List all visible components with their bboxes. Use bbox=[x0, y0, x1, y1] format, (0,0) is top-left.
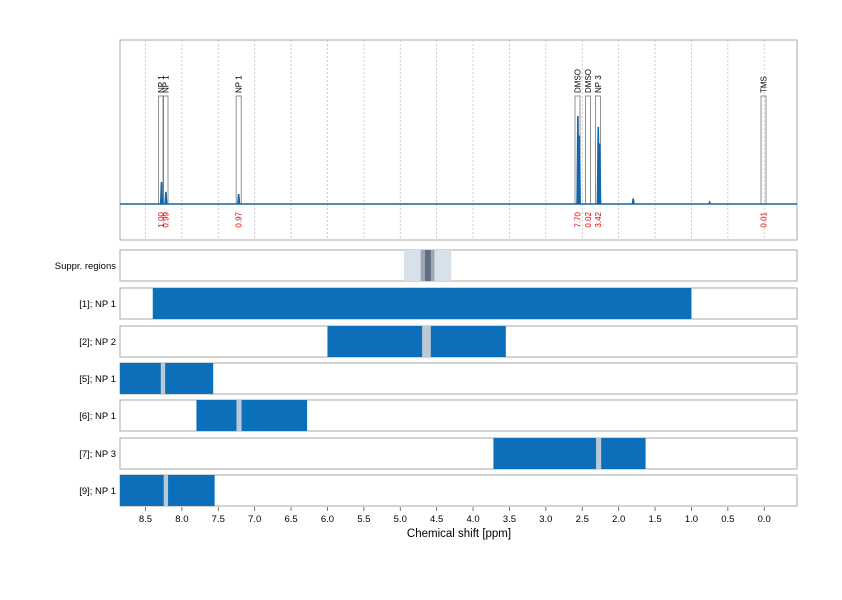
suppression-region bbox=[425, 250, 431, 281]
x-tick-label: 5.5 bbox=[357, 514, 370, 525]
x-tick-label: 2.0 bbox=[612, 514, 625, 525]
peak-label: NP 1 bbox=[161, 75, 170, 93]
x-tick-label: 5.0 bbox=[394, 514, 407, 525]
region-gap bbox=[236, 400, 242, 431]
peak-label: NP 1 bbox=[235, 75, 244, 93]
x-tick-label: 4.0 bbox=[466, 514, 479, 525]
peak-label: NP 3 bbox=[594, 75, 603, 93]
region-row-label: [7]; NP 3 bbox=[79, 449, 116, 460]
region-gap bbox=[160, 363, 166, 394]
x-tick-label: 3.0 bbox=[539, 514, 552, 525]
region-row-label: [9]; NP 1 bbox=[79, 486, 116, 497]
x-tick-label: 4.5 bbox=[430, 514, 443, 525]
region-gap bbox=[596, 438, 602, 469]
region-row-frame bbox=[119, 362, 798, 395]
integral-label: 0.99 bbox=[161, 211, 170, 227]
x-tick-label: 7.5 bbox=[212, 514, 225, 525]
region-bar bbox=[152, 288, 692, 319]
integral-label: 1.00 bbox=[157, 211, 166, 227]
spectrum-frame bbox=[119, 39, 798, 241]
x-axis: 8.5 8.0 7.5 7.0 6.5 6.0 5.5 5.0 4.5 4.0 3.5 3.0 2.5 2… bbox=[139, 507, 771, 525]
suppr-regions-label: Suppr. regions bbox=[55, 261, 117, 272]
x-tick-label: 0.0 bbox=[758, 514, 771, 525]
x-axis-label: Chemical shift [ppm] bbox=[407, 528, 511, 540]
region-row-label: [6]; NP 1 bbox=[79, 411, 116, 422]
region-row-frame bbox=[119, 474, 798, 507]
region-bar bbox=[196, 400, 308, 431]
x-tick-label: 0.5 bbox=[721, 514, 734, 525]
x-tick-label: 8.0 bbox=[175, 514, 188, 525]
region-bar bbox=[120, 363, 214, 394]
integral-label: 0.01 bbox=[760, 211, 769, 227]
x-tick-label: 8.5 bbox=[139, 514, 152, 525]
region-row-label: [5]; NP 1 bbox=[79, 374, 116, 385]
integral-label: 0.02 bbox=[584, 211, 593, 227]
peak-label: NP 1 bbox=[157, 75, 166, 93]
peak-label: DMSO bbox=[584, 69, 593, 93]
region-row-label: [2]; NP 2 bbox=[79, 337, 116, 348]
x-tick-label: 6.5 bbox=[284, 514, 297, 525]
integral-label: 0.97 bbox=[235, 211, 244, 227]
region-row-frame bbox=[119, 437, 798, 470]
integral-label: 7.70 bbox=[574, 211, 583, 227]
x-tick-label: 1.5 bbox=[648, 514, 661, 525]
x-tick-label: 7.0 bbox=[248, 514, 261, 525]
region-gap bbox=[163, 475, 169, 506]
region-gap bbox=[422, 326, 431, 357]
integral-label: 3.42 bbox=[594, 211, 603, 227]
region-bar bbox=[327, 326, 506, 357]
region-row-label: [1]; NP 1 bbox=[79, 299, 116, 310]
region-bar bbox=[493, 438, 646, 469]
suppr-regions-frame bbox=[119, 249, 798, 282]
x-tick-label: 1.0 bbox=[685, 514, 698, 525]
region-panels: Suppr. regions [1]; NP 1 [2]; NP 2 [5]; NP … bbox=[55, 249, 798, 507]
peak-label: TMS bbox=[760, 76, 769, 93]
x-tick-label: 6.0 bbox=[321, 514, 334, 525]
x-tick-label: 3.5 bbox=[503, 514, 516, 525]
peak-label: DMSO bbox=[574, 69, 583, 93]
x-tick-label: 2.5 bbox=[576, 514, 589, 525]
